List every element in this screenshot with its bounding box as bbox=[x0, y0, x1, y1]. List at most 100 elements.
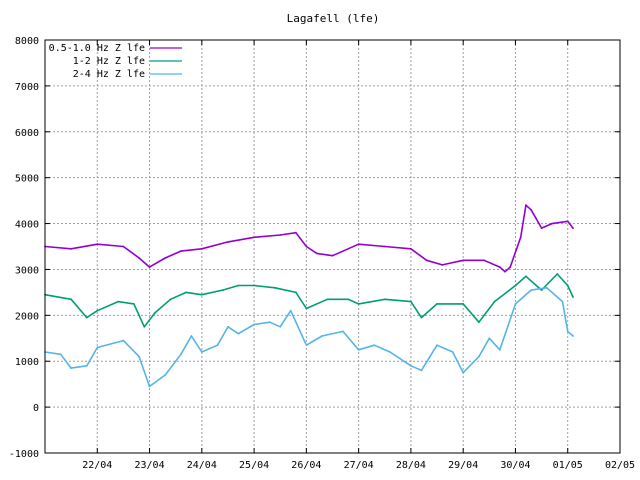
xtick-label-4: 26/04 bbox=[291, 460, 321, 471]
ytick-label-3: 2000 bbox=[15, 311, 39, 322]
series-0-point-19 bbox=[425, 259, 428, 262]
plot-frame bbox=[44, 39, 621, 454]
series-1-point-12 bbox=[237, 284, 240, 287]
series-2-point-29 bbox=[462, 371, 465, 374]
series-0-point-27 bbox=[525, 204, 527, 207]
series-2-point-2 bbox=[70, 367, 72, 369]
ytick-label-1: 0 bbox=[33, 403, 39, 414]
series-2-point-33 bbox=[514, 303, 517, 305]
series-1-point-21 bbox=[410, 300, 412, 303]
series-2-point-4 bbox=[96, 346, 99, 349]
series-0-point-5 bbox=[148, 266, 151, 268]
series-0-point-21 bbox=[462, 259, 465, 262]
series-0-point-31 bbox=[566, 220, 569, 223]
series-1-point-5 bbox=[133, 303, 135, 305]
series-1-point-26 bbox=[493, 300, 496, 303]
series-2-point-24 bbox=[389, 351, 391, 353]
series-2-point-18 bbox=[289, 309, 292, 312]
series-1-point-23 bbox=[436, 303, 438, 305]
series-1-point-27 bbox=[514, 284, 517, 287]
series-1-point-14 bbox=[274, 286, 276, 289]
series-0-point-26 bbox=[519, 236, 522, 239]
series-0-point-4 bbox=[138, 257, 141, 259]
xtick-label-0: 22/04 bbox=[82, 460, 112, 471]
series-2-point-20 bbox=[321, 335, 323, 337]
ytick-label-2: 1000 bbox=[15, 357, 39, 368]
series-0-point-18 bbox=[410, 247, 412, 250]
series-2-point-37 bbox=[566, 330, 569, 333]
xtick-label-6: 28/04 bbox=[396, 460, 426, 471]
series-2-point-3 bbox=[85, 364, 88, 367]
xtick-label-7: 29/04 bbox=[448, 460, 478, 471]
series-2-point-13 bbox=[227, 325, 229, 328]
legend-label-0: 0.5-1.0 Hz Z lfe bbox=[49, 43, 145, 54]
ytick-label-5: 4000 bbox=[15, 220, 39, 231]
series-0-point-22 bbox=[483, 259, 485, 262]
series-2-point-5 bbox=[122, 339, 125, 342]
series-1-point-3 bbox=[96, 309, 99, 312]
series-1-point-28 bbox=[525, 275, 527, 278]
series-2-point-36 bbox=[561, 300, 564, 303]
xtick-label-2: 24/04 bbox=[187, 460, 217, 471]
series-2-point-28 bbox=[451, 351, 454, 353]
series-1-point-30 bbox=[556, 273, 559, 275]
series-1-point-16 bbox=[305, 307, 308, 310]
series-0-point-14 bbox=[315, 252, 318, 255]
series-1 bbox=[44, 273, 574, 328]
series-1-point-8 bbox=[169, 298, 172, 301]
xtick-label-9: 01/05 bbox=[553, 460, 583, 471]
series-1-point-6 bbox=[143, 325, 146, 328]
ytick-label-8: 7000 bbox=[15, 82, 39, 93]
series-1-point-9 bbox=[185, 291, 188, 294]
series-2-point-22 bbox=[357, 348, 360, 351]
legend: 0.5-1.0 Hz Z lfe 1-2 Hz Z lfe 2-4 Hz Z l… bbox=[49, 43, 182, 80]
series-1-point-17 bbox=[326, 298, 329, 301]
series-2-point-23 bbox=[373, 344, 376, 347]
series-0-point-30 bbox=[551, 222, 553, 225]
series-2-point-30 bbox=[478, 355, 480, 358]
series-2-point-10 bbox=[190, 335, 193, 337]
series-1-point-32 bbox=[572, 296, 574, 298]
series-1-point-13 bbox=[253, 284, 256, 287]
series-2-point-34 bbox=[530, 289, 532, 291]
legend-entry-1: 1-2 Hz Z lfe bbox=[73, 56, 182, 67]
legend-label-1: 1-2 Hz Z lfe bbox=[73, 56, 145, 67]
series-1-point-1 bbox=[70, 298, 72, 301]
series-0 bbox=[44, 204, 574, 273]
xtick-label-1: 23/04 bbox=[134, 460, 164, 471]
xtick-label-10: 02/05 bbox=[605, 460, 635, 471]
xtick-label-5: 27/04 bbox=[344, 460, 374, 471]
series-1-point-29 bbox=[540, 289, 543, 291]
series-1-point-15 bbox=[295, 291, 297, 294]
ytick-label-7: 6000 bbox=[15, 128, 39, 139]
series-0-point-6 bbox=[164, 257, 167, 259]
series-2-point-26 bbox=[420, 369, 423, 372]
series-0-point-16 bbox=[357, 243, 360, 246]
series-0-point-2 bbox=[96, 243, 99, 246]
series-0-point-25 bbox=[509, 266, 512, 268]
series-line-0 bbox=[44, 204, 574, 273]
series-1-point-19 bbox=[357, 303, 360, 305]
series-0-point-32 bbox=[572, 227, 574, 230]
series-1-point-25 bbox=[478, 321, 480, 324]
series-0-point-23 bbox=[498, 266, 501, 268]
series-0-point-3 bbox=[122, 245, 125, 248]
series-0-point-29 bbox=[540, 227, 543, 230]
series-2-point-19 bbox=[305, 344, 308, 347]
ytick-label-4: 3000 bbox=[15, 265, 39, 276]
ytick-label-6: 5000 bbox=[15, 174, 39, 185]
series-1-point-22 bbox=[420, 316, 423, 319]
series-0-point-8 bbox=[200, 247, 203, 250]
series-0-point-11 bbox=[279, 234, 282, 236]
series-0-point-20 bbox=[441, 264, 444, 266]
series-2-point-32 bbox=[498, 348, 501, 351]
series-0-point-10 bbox=[253, 236, 256, 239]
grid-lines bbox=[45, 40, 620, 453]
legend-entry-0: 0.5-1.0 Hz Z lfe bbox=[49, 43, 182, 54]
series-2-point-6 bbox=[138, 355, 141, 358]
y-axis-ticks: -1000 0 1000 2000 3000 4000 5000 6000 7000 8000 bbox=[9, 36, 620, 460]
ytick-label-0: -1000 bbox=[9, 449, 39, 460]
series-1-point-18 bbox=[347, 298, 350, 301]
series-2-point-12 bbox=[216, 344, 219, 347]
